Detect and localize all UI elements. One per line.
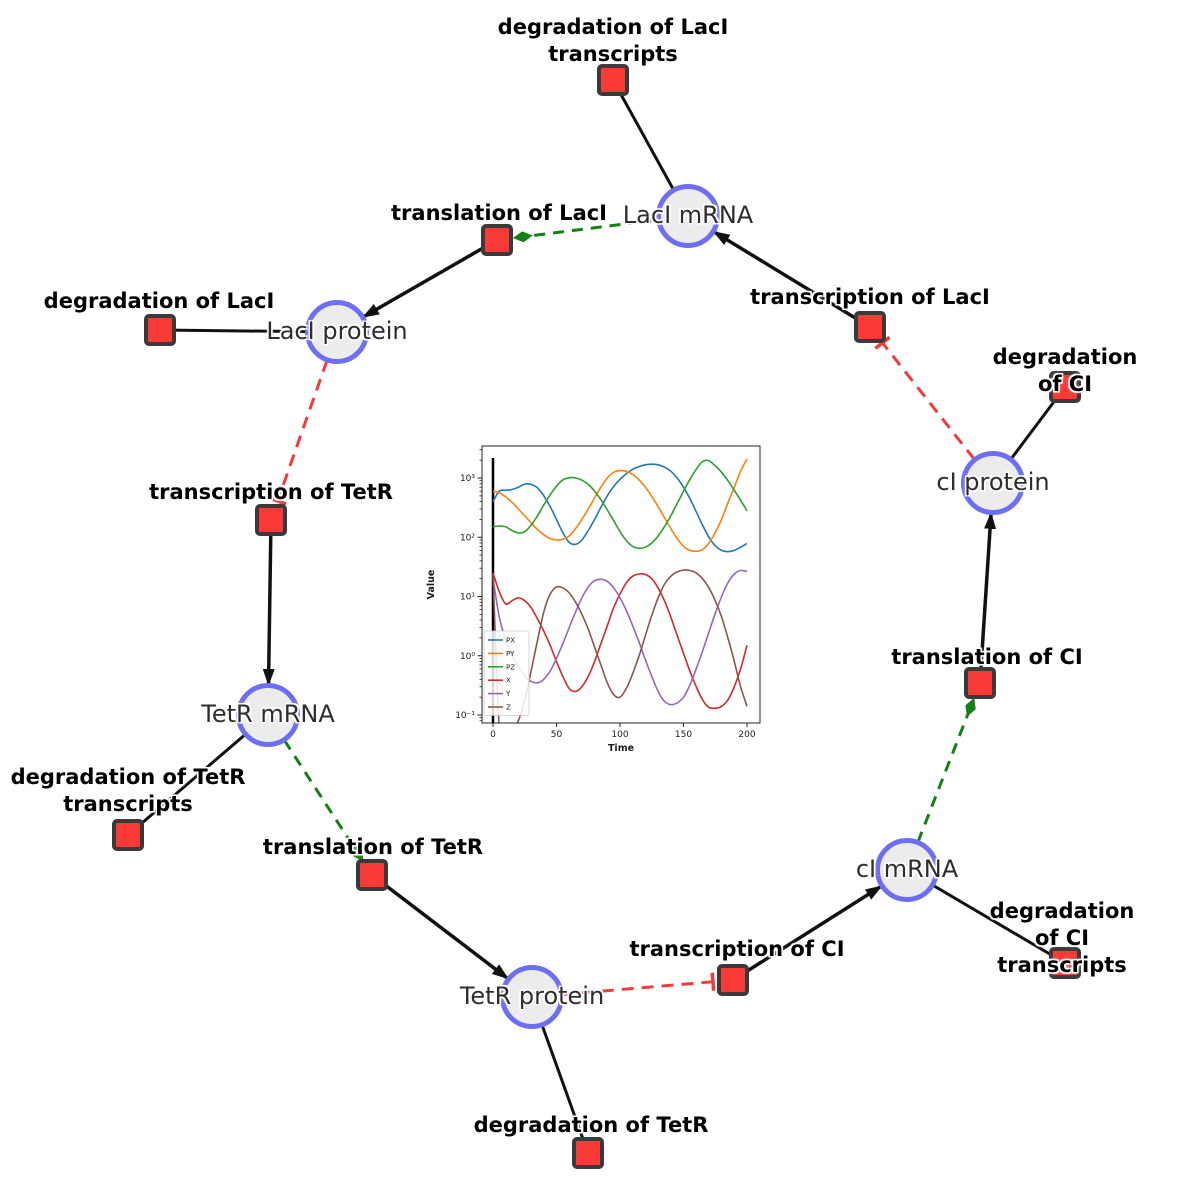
series-px xyxy=(492,463,748,553)
svg-text:150: 150 xyxy=(675,730,692,740)
label-degradation-of-laci-transcripts: degradation of LacI transcripts xyxy=(497,15,729,66)
species-ci-mrna xyxy=(875,838,939,902)
edge-lacimrna-modifies-translation xyxy=(512,218,659,243)
svg-text:200: 200 xyxy=(738,730,755,740)
series-x xyxy=(492,572,748,710)
species-tetr-mrna xyxy=(236,683,300,747)
label-translation-of-ci: translation of CI xyxy=(891,645,1083,669)
svg-text:50: 50 xyxy=(551,730,563,740)
label-laci-mrna: LacI mRNA xyxy=(622,201,754,229)
edge-tetrmrna-modifies-translation xyxy=(283,739,364,862)
svg-text:Time: Time xyxy=(608,743,634,754)
series-y xyxy=(492,569,748,706)
reaction-degradation-of-ci xyxy=(1049,371,1081,403)
reaction-degradation-of-laci-transcripts xyxy=(597,64,629,96)
label-tetr-mrna: TetR mRNA xyxy=(201,700,335,728)
edge-tetrprotein-inhibits-ci-transcription xyxy=(561,972,716,996)
series-py xyxy=(492,458,748,553)
svg-text:PY: PY xyxy=(506,650,515,658)
label-laci-protein: LacI protein xyxy=(266,317,408,345)
label-degradation-of-ci: degradation of CI xyxy=(992,345,1138,396)
svg-text:10³: 10³ xyxy=(460,474,475,484)
series-pz xyxy=(492,459,748,550)
label-degradation-of-tetr: degradation of TetR xyxy=(473,1113,709,1137)
svg-text:Value: Value xyxy=(426,570,437,600)
svg-text:10⁰: 10⁰ xyxy=(460,652,475,662)
series-z xyxy=(492,569,748,723)
svg-text:X: X xyxy=(506,677,511,685)
reaction-degradation-of-tetr xyxy=(572,1137,604,1169)
svg-text:100: 100 xyxy=(611,730,628,740)
edge-cimrna-modifies-translation xyxy=(916,697,976,843)
reaction-translation-of-laci xyxy=(481,224,513,256)
svg-text:0: 0 xyxy=(490,730,496,740)
reaction-transcription-of-ci xyxy=(717,964,749,996)
edge-transcription-to-tetrmrna xyxy=(262,519,275,686)
reaction-transcription-of-tetr xyxy=(255,504,287,536)
edge-transcription-to-cimrna xyxy=(732,884,883,982)
label-degradation-of-laci: degradation of LacI xyxy=(43,289,275,313)
label-transcription-of-ci: transcription of CI xyxy=(629,937,845,961)
species-ci-protein xyxy=(961,451,1025,515)
species-laci-mrna xyxy=(656,184,720,248)
chart-legend: PX PY PZ XYZ xyxy=(483,630,530,716)
svg-text:Z: Z xyxy=(506,704,511,712)
reaction-degradation-of-ci-transcripts xyxy=(1049,947,1081,979)
species-tetr-protein xyxy=(500,965,564,1029)
svg-text:10²: 10² xyxy=(460,533,475,543)
label-translation-of-laci: translation of LacI xyxy=(391,201,607,225)
svg-text:10¹: 10¹ xyxy=(460,593,475,603)
svg-text:PX: PX xyxy=(506,637,515,645)
reaction-degradation-of-tetr-transcripts xyxy=(112,819,144,851)
edge-translation-to-ciprotein xyxy=(978,511,997,684)
edge-ciprotein-inhibits-laci-transcription xyxy=(874,335,976,461)
reaction-translation-of-tetr xyxy=(356,859,388,891)
label-ci-mrna: cI mRNA xyxy=(855,855,959,883)
edge-translation-to-laciprotein xyxy=(362,238,498,319)
svg-text:PZ: PZ xyxy=(506,663,515,671)
inset-timecourse-chart: 0 50 100 150 20010⁻¹10⁰10¹10²10³TimeValuePXP… xyxy=(425,428,775,768)
edge-transcription-to-lacimrna xyxy=(712,230,871,329)
label-translation-of-tetr: translation of TetR xyxy=(262,835,484,859)
label-tetr-protein: TetR protein xyxy=(459,982,605,1010)
label-transcription-of-tetr: transcription of TetR xyxy=(149,480,393,504)
species-laci-protein xyxy=(305,300,369,364)
svg-text:10⁻¹: 10⁻¹ xyxy=(455,711,475,721)
reaction-translation-of-ci xyxy=(964,667,996,699)
label-degradation-of-ci-transcripts: degradation of CI transcripts xyxy=(989,899,1135,977)
reaction-transcription-of-laci xyxy=(854,311,886,343)
label-degradation-of-tetr-transcripts: degradation of TetR transcripts xyxy=(10,765,246,816)
label-ci-protein: cI protein xyxy=(936,468,1050,496)
edge-translation-to-tetrprotein xyxy=(370,873,510,981)
reaction-degradation-of-laci xyxy=(144,314,176,346)
label-transcription-of-laci: transcription of LacI xyxy=(750,285,990,309)
edge-laciprotein-inhibits-tetr-transcription xyxy=(268,359,329,506)
svg-text:Y: Y xyxy=(505,690,511,698)
